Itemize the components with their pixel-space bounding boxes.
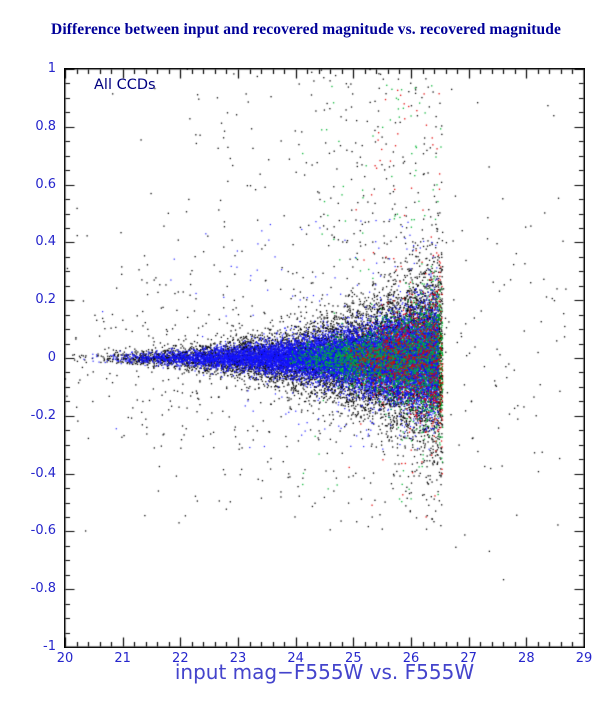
- y-tick-label: 1: [47, 61, 56, 76]
- y-tick-label: -0.6: [30, 523, 56, 539]
- y-tick-label: 0.8: [35, 118, 56, 134]
- y-tick-label: 0.4: [35, 234, 56, 250]
- y-tick-label: -0.4: [30, 465, 56, 481]
- page-title: Difference between input and recovered m…: [51, 21, 561, 38]
- y-tick-label: -1: [43, 639, 56, 654]
- scatter-canvas: [64, 68, 585, 648]
- y-tick-label: 0.2: [35, 292, 56, 308]
- plot-annotation: All CCDs: [94, 77, 156, 93]
- y-tick-label: -0.2: [30, 407, 56, 423]
- y-tick-label: 0.6: [35, 176, 56, 192]
- y-tick-label: -0.8: [30, 581, 56, 597]
- x-axis-label: input mag−F555W vs. F555W: [174, 660, 475, 684]
- plot-frame: All CCDs: [64, 68, 585, 648]
- y-tick-label: 0: [47, 350, 56, 365]
